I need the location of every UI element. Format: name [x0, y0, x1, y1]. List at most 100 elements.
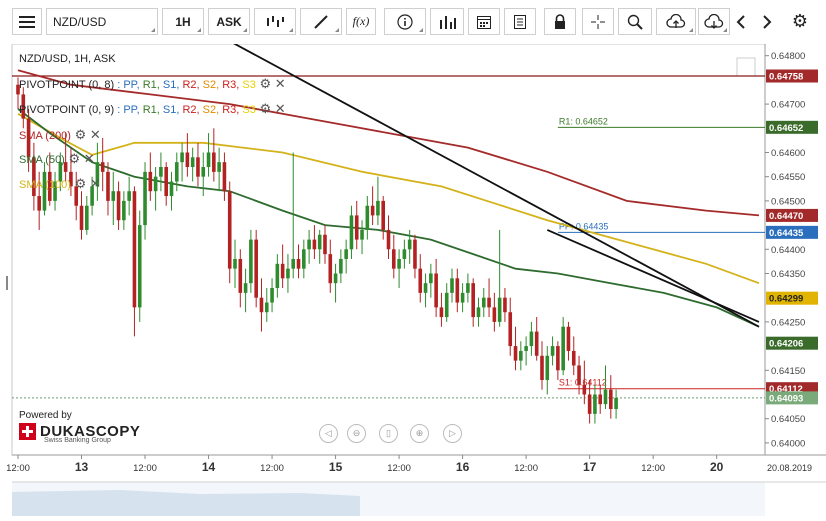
function-icon[interactable]: f(x): [346, 8, 376, 35]
candle-body: [122, 200, 126, 221]
chart-area[interactable]: 0.64800 0.64700 0.64600 0.64550 0.64500 0.644…: [0, 40, 826, 516]
indicator-settings-gear-icon[interactable]: ⚙: [64, 151, 81, 166]
indicator-name: SMA (200): [19, 130, 71, 142]
candle-body: [180, 152, 184, 163]
info-icon[interactable]: [384, 8, 426, 35]
candle-body: [328, 254, 333, 284]
candle-body: [275, 263, 280, 289]
candle-body: [609, 389, 613, 410]
indicator-name: PIVOTPOINT (0, 9): [19, 104, 115, 116]
resize-grip-icon: [6, 276, 8, 290]
price-tick-label: 0.64150: [771, 366, 805, 377]
overview-area: [12, 490, 360, 516]
calendar-icon[interactable]: [468, 8, 500, 35]
candle-body: [174, 162, 179, 182]
indicator-remove-close-icon[interactable]: ✕: [86, 176, 101, 191]
pivot-part-label: R3,: [222, 104, 243, 116]
hamburger-menu-icon[interactable]: [12, 8, 42, 35]
swiss-cross-icon: [19, 423, 36, 440]
candle-body: [571, 350, 576, 366]
candle-body: [53, 181, 57, 201]
price-tag-label: 0.64758: [769, 72, 803, 83]
pivot-part-label: S1,: [162, 79, 183, 91]
indicator-remove-close-icon[interactable]: ✕: [271, 76, 286, 91]
indicator-settings-gear-icon[interactable]: ⚙: [70, 176, 87, 191]
candle-body: [402, 249, 407, 259]
candle-body: [21, 94, 26, 119]
lock-icon[interactable]: [544, 8, 576, 35]
candle-body: [593, 394, 597, 414]
candle-body: [397, 258, 401, 269]
candle-body: [148, 171, 153, 192]
indicator-settings-gear-icon[interactable]: ⚙: [255, 101, 272, 116]
fit-icon[interactable]: ▯: [379, 424, 398, 443]
price-tag: [766, 120, 818, 134]
candle-body: [164, 167, 168, 197]
candle-body: [143, 171, 147, 226]
candle-body: [577, 365, 581, 385]
candle-body: [132, 191, 137, 308]
candle-body: [212, 152, 216, 172]
candle-body: [381, 200, 386, 230]
symbol-selector[interactable]: NZD/USD: [46, 8, 158, 35]
indicator-separator: :: [114, 104, 124, 116]
zoom-in-icon[interactable]: ⊕: [410, 424, 429, 443]
crosshair-icon[interactable]: [582, 8, 614, 35]
candle-body: [534, 331, 539, 356]
candle-body: [503, 297, 507, 313]
draw-line-icon[interactable]: [300, 8, 342, 35]
report-icon[interactable]: [504, 8, 536, 35]
time-tick-label: 13: [75, 460, 89, 474]
candles-icon[interactable]: [254, 8, 296, 35]
price-tick-label: 0.64000: [771, 438, 805, 449]
function-label: f(x): [352, 14, 370, 28]
gear-icon[interactable]: ⚙: [786, 8, 814, 35]
pivot-part-label: S3: [242, 79, 256, 91]
timeframe-selector[interactable]: 1H: [162, 8, 204, 35]
indicator-legend-row[interactable]: SMA (200) ⚙ ✕: [19, 127, 101, 143]
indicator-settings-gear-icon[interactable]: ⚙: [70, 127, 87, 142]
candle-body: [450, 278, 454, 293]
price-chart[interactable]: 0.64800 0.64700 0.64600 0.64550 0.64500 0.644…: [0, 40, 826, 516]
side-label: ASK: [216, 14, 242, 29]
pivot-level-label: S1: 0.64112: [559, 378, 607, 388]
chart-header: NZD/USD, 1H, ASK: [19, 53, 116, 65]
indicator-settings-gear-icon[interactable]: ⚙: [255, 76, 272, 91]
candle-body: [243, 283, 248, 293]
candle-body: [238, 258, 243, 293]
candle-body: [259, 297, 264, 313]
candle-body: [169, 181, 174, 197]
candle-body: [476, 307, 481, 318]
side-selector[interactable]: ASK: [208, 8, 250, 35]
upload-cloud-icon[interactable]: [656, 8, 696, 35]
volume-bars-icon[interactable]: [430, 8, 464, 35]
candle-body: [63, 162, 68, 172]
zoom-icon[interactable]: [618, 8, 652, 35]
indicator-legend-row[interactable]: PIVOTPOINT (0, 9) : PP, R1, S1, R2, S2, …: [19, 101, 286, 117]
indicator-legend-row[interactable]: SMA (50) ⚙ ✕: [19, 151, 95, 167]
candle-body: [471, 283, 475, 318]
time-end-label: 20.08.2019: [767, 463, 812, 473]
indicator-remove-close-icon[interactable]: ✕: [86, 127, 101, 142]
indicator-legend-row[interactable]: PIVOTPOINT (0, 8) : PP, R1, S1, R2, S2, …: [19, 76, 286, 92]
indicator-legend-row[interactable]: SMA (100) ⚙ ✕: [19, 176, 101, 192]
price-tag: [766, 225, 818, 239]
indicator-remove-close-icon[interactable]: ✕: [80, 151, 95, 166]
candle-body: [540, 355, 544, 380]
price-tick-label: 0.64600: [771, 148, 805, 159]
download-cloud-icon[interactable]: [698, 8, 730, 35]
candle-body: [370, 205, 375, 216]
scroll-right-icon[interactable]: ▷: [443, 424, 462, 443]
price-tick-label: 0.64550: [771, 172, 805, 183]
candle-body: [100, 162, 105, 172]
zoom-out-icon[interactable]: ⊖: [347, 424, 366, 443]
candle-body: [201, 167, 206, 177]
next-icon[interactable]: [756, 8, 778, 35]
indicator-remove-close-icon[interactable]: ✕: [271, 101, 286, 116]
candle-body: [429, 273, 433, 284]
price-tag: [766, 291, 818, 305]
scroll-left-icon[interactable]: ◁: [319, 424, 338, 443]
prev-icon[interactable]: [730, 8, 752, 35]
sma-200-line: [17, 69, 760, 217]
candle-body: [227, 191, 232, 269]
